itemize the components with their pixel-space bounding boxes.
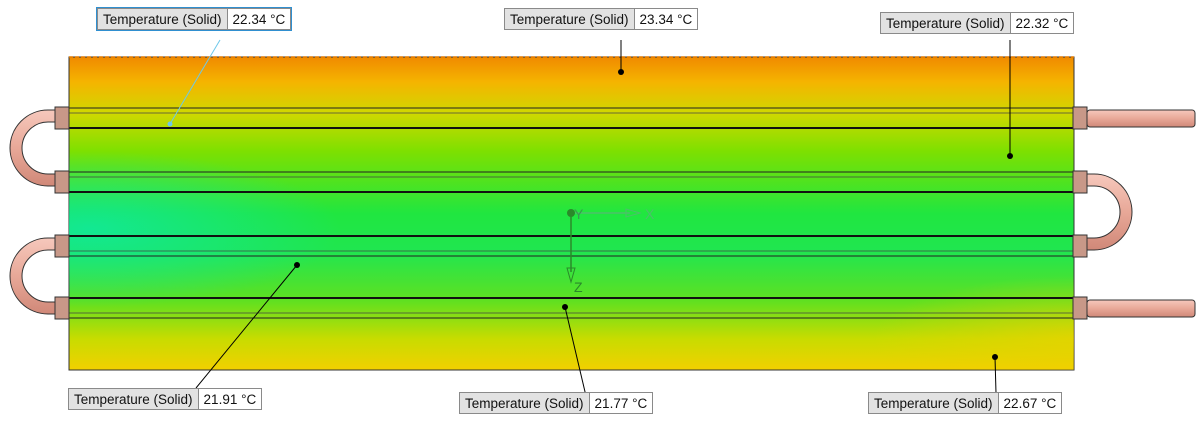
leader-p5 — [564, 306, 587, 397]
coordinate-triad: X Y Z — [566, 206, 655, 295]
probe-label-p6[interactable]: Temperature (Solid) 22.67 °C — [868, 392, 1063, 414]
probe-label-p3[interactable]: Temperature (Solid) 22.32 °C — [880, 12, 1075, 34]
probe-name: Temperature (Solid) — [504, 8, 635, 30]
probe-value: 23.34 °C — [634, 8, 699, 30]
triad-origin — [567, 209, 575, 217]
probe-label-p2[interactable]: Temperature (Solid) 23.34 °C — [504, 8, 699, 30]
probe-name: Temperature (Solid) — [868, 392, 999, 414]
probe-point-p1 — [167, 121, 173, 127]
probe-value: 22.32 °C — [1010, 12, 1075, 34]
leader-p6 — [994, 356, 997, 394]
triad-x-arrow — [625, 208, 642, 218]
probe-point-p2 — [618, 69, 624, 75]
probe-value: 21.91 °C — [198, 388, 263, 410]
probe-leaders — [167, 39, 1013, 397]
tube-row-4[interactable] — [56, 297, 1086, 319]
probe-name: Temperature (Solid) — [68, 388, 199, 410]
u-bend-left-top[interactable] — [9, 106, 70, 194]
probe-name: Temperature (Solid) — [459, 392, 590, 414]
triad-z-label: Z — [574, 279, 583, 295]
pipe-stub-bottom-right[interactable] — [1072, 296, 1196, 320]
probe-label-p4[interactable]: Temperature (Solid) 21.91 °C — [68, 388, 263, 410]
probe-name: Temperature (Solid) — [880, 12, 1011, 34]
probe-value: 22.34 °C — [227, 8, 292, 30]
pipe-stub-top-right[interactable] — [1072, 106, 1196, 130]
triad-y-label: Y — [574, 206, 584, 222]
triad-z-arrow — [566, 267, 576, 284]
u-bend-left-bottom[interactable] — [9, 234, 70, 320]
probe-point-p3 — [1007, 153, 1013, 159]
leader-p1 — [169, 39, 221, 125]
probe-label-p1[interactable]: Temperature (Solid) 22.34 °C — [95, 7, 293, 31]
probe-label-p5[interactable]: Temperature (Solid) 21.77 °C — [459, 392, 654, 414]
probe-value: 22.67 °C — [998, 392, 1063, 414]
probe-point-p5 — [562, 304, 568, 310]
probe-point-p6 — [992, 354, 998, 360]
tube-row-1[interactable] — [56, 107, 1086, 129]
leader-p4 — [195, 264, 298, 389]
tube-row-2[interactable] — [56, 171, 1086, 193]
probe-name: Temperature (Solid) — [97, 8, 228, 30]
probe-value: 21.77 °C — [589, 392, 654, 414]
u-bend-right[interactable] — [1072, 170, 1133, 258]
triad-x-label: X — [645, 206, 655, 222]
probe-point-p4 — [294, 262, 300, 268]
